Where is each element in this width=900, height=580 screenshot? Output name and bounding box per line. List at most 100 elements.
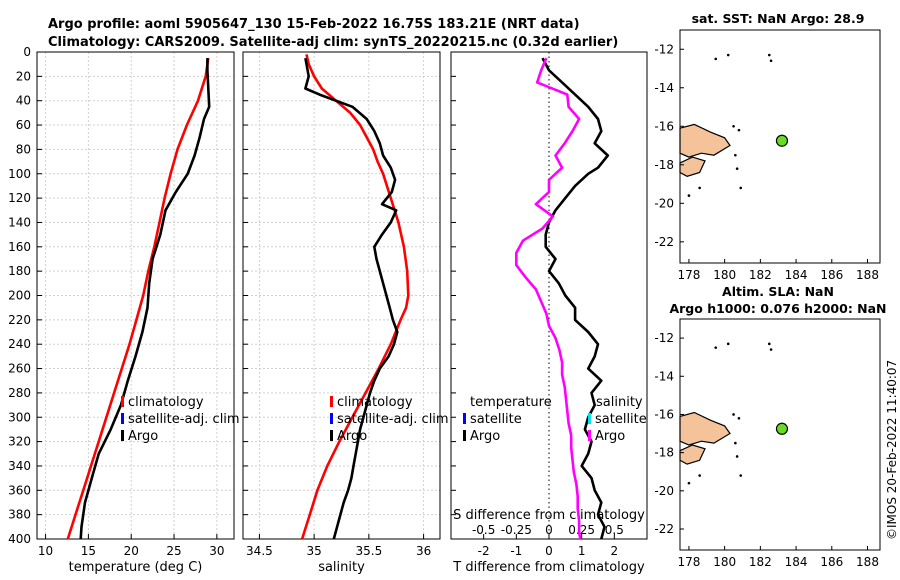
legend-climatology-swatch [330, 396, 333, 407]
legend-climatology: climatology [128, 395, 204, 410]
map-y-tick-label: -20 [654, 484, 674, 498]
x-tick-label: 35 [306, 544, 321, 558]
islet [737, 416, 741, 420]
legend-t-satellite-swatch [463, 413, 466, 424]
legend-argo: Argo [128, 429, 158, 444]
x-tick-label: 25 [166, 544, 181, 558]
y-tick-label: 320 [8, 435, 31, 449]
legend-satellite-adj: satellite-adj. clim [337, 412, 449, 427]
land-island [679, 411, 731, 446]
legend-s-argo: Argo [595, 429, 625, 444]
sla-map-title-line-1: Altim. SLA: NaN [722, 284, 834, 299]
land-island [679, 444, 706, 465]
difference-profile-panel: -2 -1 0 1 2 T difference from climatology S di… [450, 51, 648, 575]
islet [739, 186, 743, 190]
islet [735, 167, 739, 170]
islet [732, 413, 735, 416]
legend-s-argo-swatch [588, 430, 591, 441]
temperature-difference-argo-line [541, 57, 610, 540]
y-tick-label: 360 [8, 483, 31, 497]
y-tick-label: 140 [8, 215, 31, 229]
x-tick-label: 15 [81, 544, 96, 558]
islet [734, 153, 737, 157]
islet [714, 346, 718, 349]
land-island [679, 156, 706, 177]
temperature-argo-line [79, 58, 211, 540]
y-tick-label: 260 [8, 362, 31, 376]
map-y-tick-label: -22 [654, 235, 674, 249]
islet [769, 348, 773, 351]
y-tick-label: 20 [16, 69, 31, 83]
islet [767, 53, 771, 57]
map-y-tick-label: -14 [654, 81, 674, 95]
x-tick-label: 36 [416, 544, 431, 558]
legend-satellite-adj-swatch [121, 413, 124, 424]
x-tick-label: -1 [510, 544, 522, 558]
map-x-tick-label: 178 [677, 555, 700, 569]
map-y-tick-label: -18 [654, 158, 674, 172]
islet [734, 441, 737, 445]
y-tick-label: 100 [8, 167, 31, 181]
y-tick-label: 220 [8, 313, 31, 327]
y-tick-label: 120 [8, 191, 31, 205]
map-y-tick-label: -20 [654, 196, 674, 210]
legend-satellite-adj: satellite-adj. clim [128, 412, 240, 427]
map-y-tick-label: -16 [654, 119, 674, 133]
legend-satellite-adj-swatch [330, 413, 333, 424]
figure-title-line-2: Climatology: CARS2009. Satellite-adj cli… [48, 35, 618, 50]
y-tick-label: 160 [8, 240, 31, 254]
s-tick-label: -0.5 [472, 523, 495, 537]
map-x-tick-label: 186 [820, 268, 843, 282]
argo-float-marker [775, 134, 789, 147]
islet [687, 194, 691, 197]
islet [698, 186, 701, 190]
map-x-tick-label: 178 [677, 268, 700, 282]
sst-map-title: sat. SST: NaN Argo: 28.9 [692, 11, 865, 26]
map-y-tick-label: -16 [654, 407, 674, 421]
y-tick-label: 380 [8, 508, 31, 522]
legend-s-satellite: satellite [595, 412, 647, 427]
temperature-climatology-line [66, 57, 210, 540]
x-tick-label: 30 [209, 544, 224, 558]
sst-map-panel: sat. SST: NaN Argo: 28.9 178 180 182 184 186 1… [654, 11, 881, 282]
s-tick-label: 0.25 [568, 523, 595, 537]
map-x-tick-label: 180 [713, 555, 736, 569]
legend-argo-swatch [330, 430, 333, 441]
salinity-argo-line [304, 57, 399, 540]
salinity-difference-argo-line [514, 57, 582, 540]
map-y-tick-label: -12 [654, 331, 674, 345]
map-x-tick-label: 186 [820, 555, 843, 569]
y-tick-label: 400 [8, 532, 31, 546]
legend-t-argo-swatch [463, 430, 466, 441]
s-tick-label: -0.25 [501, 523, 532, 537]
figure-title-line-1: Argo profile: aoml 5905647_130 15-Feb-20… [48, 17, 580, 32]
islet [769, 59, 773, 63]
islet [735, 455, 739, 458]
land-island [679, 123, 731, 158]
x-tick-label: -2 [478, 544, 490, 558]
x-axis-label: temperature (deg C) [69, 560, 203, 575]
y-tick-label: 240 [8, 337, 31, 351]
x-tick-label: 2 [611, 544, 619, 558]
map-x-tick-label: 182 [749, 268, 772, 282]
temperature-profile-panel: 10 15 20 25 30 temperature (deg C) 0 20 40 60 80 10… [8, 45, 240, 575]
x-axis-label: salinity [318, 560, 365, 575]
map-x-tick-label: 188 [856, 555, 879, 569]
y-tick-label: 40 [16, 94, 31, 108]
islet [726, 53, 730, 57]
argo-float-marker [775, 422, 789, 435]
map-x-tick-label: 184 [785, 555, 808, 569]
islet [732, 124, 735, 128]
x-tick-label: 34.5 [246, 544, 273, 558]
map-x-tick-label: 180 [713, 268, 736, 282]
sla-map-title-line-2: Argo h1000: 0.076 h2000: NaN [669, 301, 886, 316]
y-tick-label: 180 [8, 264, 31, 278]
y-tick-label: 300 [8, 410, 31, 424]
islet [698, 474, 701, 477]
islet [726, 342, 730, 346]
s-tick-label: 0 [545, 523, 553, 537]
x-tick-label: 0 [545, 544, 553, 558]
islet [767, 342, 771, 346]
legend-argo: Argo [337, 429, 367, 444]
